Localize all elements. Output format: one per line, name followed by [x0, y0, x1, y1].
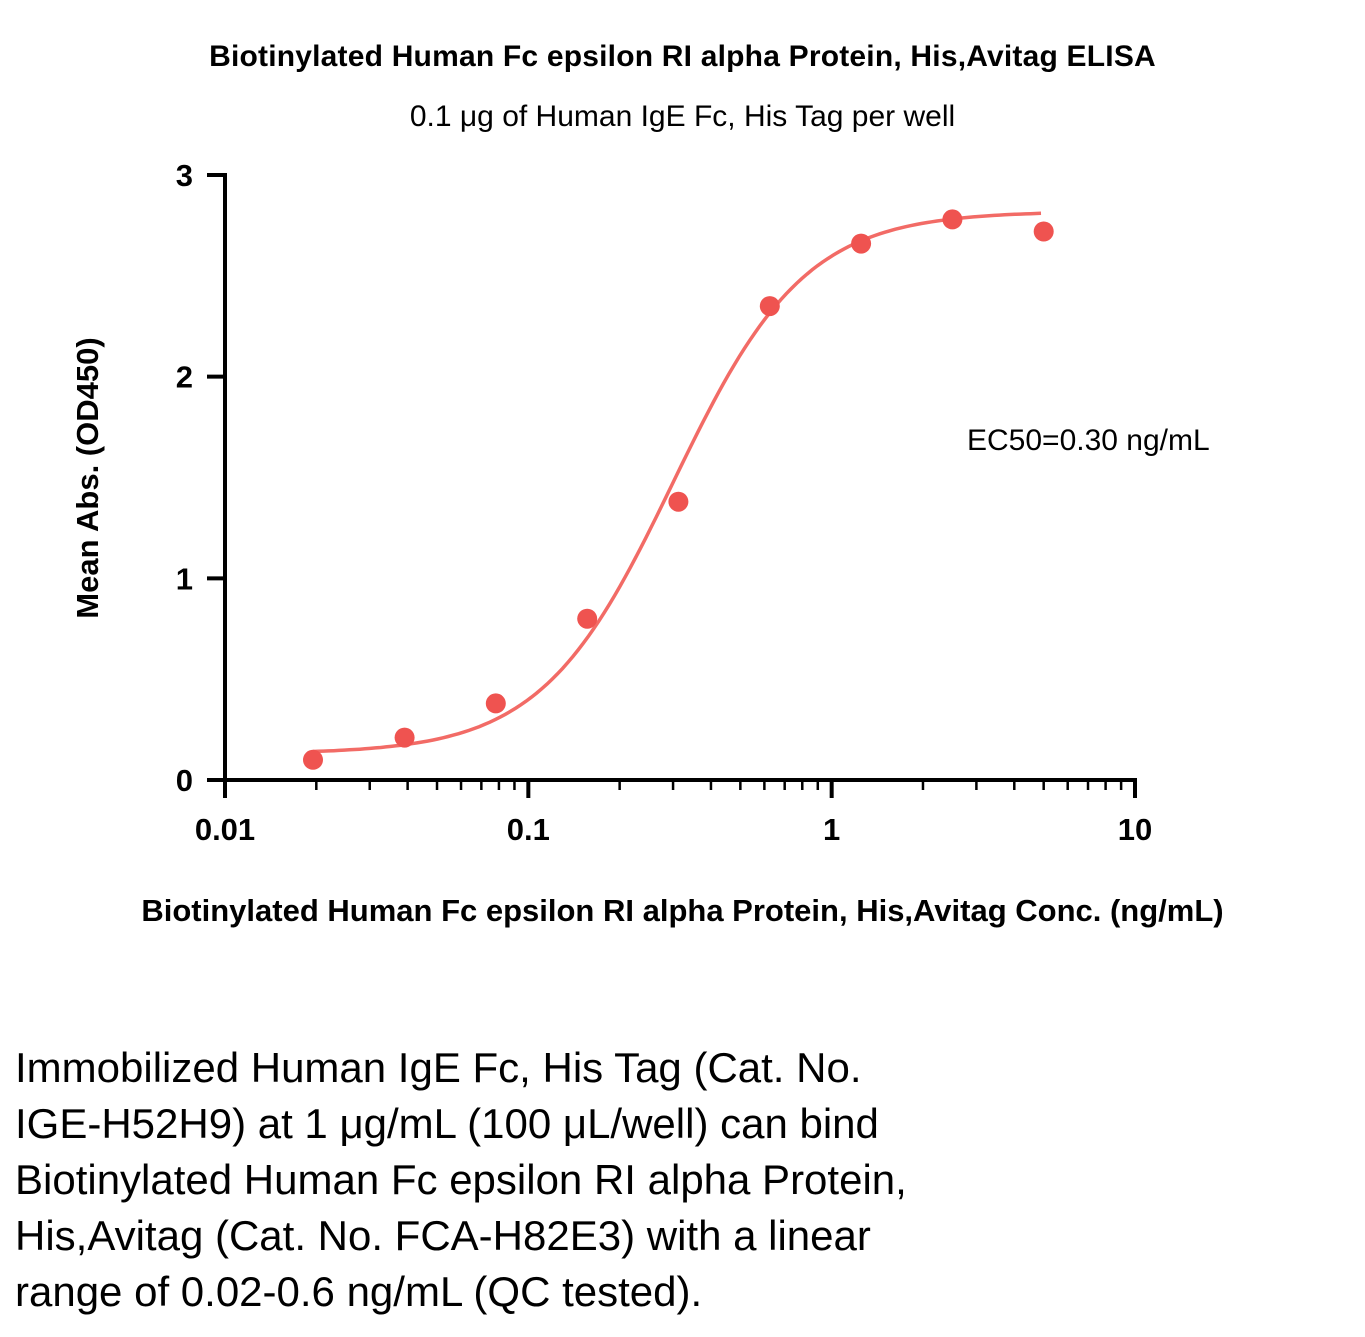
chart-title: Biotinylated Human Fc epsilon RI alpha P… [209, 40, 1156, 73]
data-point [668, 491, 689, 512]
y-tick-label: 1 [176, 561, 193, 596]
caption-line-4: His,Avitag (Cat. No. FCA-H82E3) with a l… [15, 1212, 871, 1259]
chart-subtitle: 0.1 μg of Human IgE Fc, His Tag per well [409, 100, 956, 133]
data-point [942, 209, 963, 230]
data-point [303, 749, 323, 770]
y-axis-label: Mean Abs. (OD450) [70, 337, 105, 619]
caption-line-1: Immobilized Human IgE Fc, His Tag (Cat. … [15, 1044, 862, 1091]
caption-line-5: range of 0.02-0.6 ng/mL (QC tested). [15, 1268, 703, 1315]
y-tick-label: 2 [176, 360, 193, 395]
y-tick-label: 3 [176, 158, 193, 193]
x-tick-label: 0.01 [195, 812, 255, 847]
fit-curve [312, 211, 1042, 754]
x-axis-label: Biotinylated Human Fc epsilon RI alpha P… [141, 893, 1224, 928]
ec50-annotation: EC50=0.30 ng/mL [967, 424, 1210, 457]
caption-line-3: Biotinylated Human Fc epsilon RI alpha P… [15, 1156, 907, 1203]
data-point [577, 608, 598, 629]
x-tick-label: 1 [823, 812, 840, 847]
x-tick-label: 10 [1118, 812, 1152, 847]
data-point [851, 233, 872, 254]
dose-response-plot: 0 1 2 3 0.01 0.1 1 10 [176, 158, 1152, 847]
figure-caption: Immobilized Human IgE Fc, His Tag (Cat. … [15, 1040, 907, 1320]
data-point [485, 693, 506, 714]
data-point [759, 296, 780, 317]
data-point [394, 727, 415, 748]
y-tick-label: 0 [176, 763, 193, 798]
x-tick-label: 0.1 [507, 812, 550, 847]
caption-line-2: IGE-H52H9) at 1 μg/mL (100 μL/well) can … [15, 1100, 879, 1147]
data-point [1033, 221, 1054, 242]
